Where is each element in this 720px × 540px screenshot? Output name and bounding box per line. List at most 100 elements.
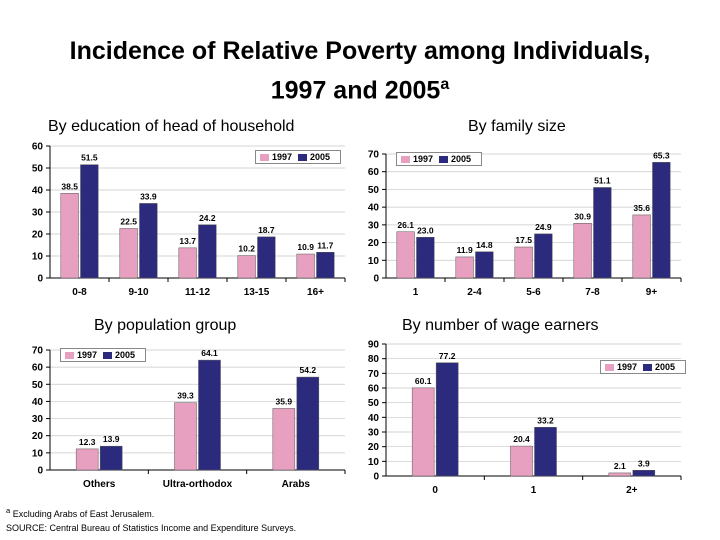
- legend-item-1997: 1997: [605, 362, 637, 372]
- bar-2005-11-12: [198, 224, 217, 279]
- data-label-2005-9-10: 33.9: [140, 191, 157, 201]
- data-label-1997-0: 60.1: [415, 376, 432, 386]
- legend-item-2005: 2005: [643, 362, 675, 372]
- bar-1997-2-4: [455, 256, 474, 279]
- legend-swatch-1997: [401, 155, 410, 163]
- y-tick-label: 20: [32, 431, 44, 442]
- footnote: a Excluding Arabs of East Jerusalem.: [6, 505, 154, 520]
- legend-label-2005: 2005: [310, 152, 331, 162]
- bar-1997-9+: [632, 214, 651, 279]
- title-years: 1997 and 2005: [270, 76, 441, 105]
- data-label-2005-16+: 11.7: [317, 240, 333, 250]
- x-tick-label: 1: [413, 287, 419, 298]
- y-tick-label: 50: [32, 164, 44, 175]
- y-tick-label: 0: [37, 274, 43, 285]
- bar-2005-Others: [99, 445, 123, 471]
- y-tick-label: 40: [32, 186, 44, 197]
- legend-label-1997: 1997: [413, 154, 434, 164]
- legend-swatch-2005: [298, 153, 308, 161]
- bar-1997-0: [411, 387, 435, 477]
- bar-2005-Ultra-orthodox: [198, 359, 221, 471]
- y-tick-label: 50: [368, 398, 380, 409]
- y-tick-label: 20: [368, 238, 380, 249]
- chart-population-group-svg: 0 10 20 30 40 50 60 70 12.3 13.9 Others 39.3 64.1 Ult…: [32, 346, 346, 490]
- bar-2005-9+: [652, 162, 671, 279]
- chart-wage-earners: 0 10 20 30 40 50 60 70 80 90 60.1 77.2 0 20.4 33.2 1 2.1…: [356, 336, 687, 506]
- y-tick-label: 10: [368, 256, 380, 267]
- bar-1997-5-6: [514, 246, 533, 279]
- y-tick-label: 60: [368, 384, 380, 395]
- legend-swatch-2005: [439, 155, 449, 163]
- y-tick-label: 30: [368, 220, 380, 231]
- chart-education: 0 10 20 30 40 50 60 38.5 51.5 0-8 22.5 33.9 9-10 13.7…: [20, 138, 350, 308]
- y-tick-label: 90: [368, 340, 380, 351]
- bar-2005-9-10: [139, 203, 158, 279]
- page-title: Incidence of Relative Poverty among Indi…: [0, 34, 720, 107]
- legend-swatch-1997: [260, 153, 269, 161]
- chart-family-size-svg: 01020304050607026.123.0111.914.82-417.52…: [368, 150, 682, 298]
- y-tick-label: 10: [32, 252, 44, 263]
- x-tick-label: 5-6: [526, 287, 541, 298]
- data-label-2005-9+: 65.3: [653, 150, 670, 160]
- legend-swatch-1997: [65, 351, 74, 359]
- data-label-1997-2-4: 11.9: [457, 245, 473, 255]
- bar-2005-Arabs: [296, 376, 320, 471]
- data-label-2005-1: 33.2: [537, 415, 554, 425]
- x-tick-label: Ultra-orthodox: [163, 479, 233, 490]
- y-tick-label: 10: [368, 457, 380, 468]
- legend-item-2005: 2005: [103, 350, 135, 360]
- data-label-2005-0-8: 51.5: [81, 153, 98, 163]
- y-tick-label: 0: [37, 466, 43, 477]
- data-label-2005-13-15: 18.7: [258, 225, 275, 235]
- bar-2005-1: [416, 237, 435, 279]
- chart-title-education: By education of head of household: [48, 118, 295, 135]
- legend-swatch-1997: [605, 363, 614, 371]
- data-label-2005-2-4: 14.8: [476, 240, 493, 250]
- bar-1997-1: [396, 231, 415, 279]
- legend-population-group: 1997 2005: [60, 348, 147, 362]
- bar-1997-Others: [75, 448, 99, 471]
- data-label-1997-13-15: 10.2: [238, 244, 255, 254]
- x-tick-label: 9+: [646, 287, 658, 298]
- x-tick-label: 2+: [626, 485, 638, 496]
- y-tick-label: 50: [368, 185, 380, 196]
- y-tick-label: 70: [368, 369, 380, 380]
- plot-area: [50, 350, 345, 470]
- data-label-2005-Ultra-orthodox: 64.1: [201, 348, 218, 358]
- data-label-1997-Others: 12.3: [79, 437, 96, 447]
- legend-label-1997: 1997: [272, 152, 293, 162]
- bar-2005-0-8: [80, 164, 99, 279]
- title-footnote-mark: a: [440, 76, 450, 93]
- data-label-1997-7-8: 30.9: [574, 211, 591, 221]
- x-tick-label: 0: [432, 485, 438, 496]
- chart-education-svg: 0 10 20 30 40 50 60 38.5 51.5 0-8 22.5 33.9 9-10 13.7…: [32, 142, 346, 298]
- legend-swatch-2005: [643, 363, 653, 371]
- data-label-2005-Arabs: 54.2: [300, 365, 317, 375]
- bar-2005-1: [534, 427, 557, 477]
- x-tick-label: 13-15: [244, 287, 270, 298]
- title-line-1: Incidence of Relative Poverty among Indi…: [69, 37, 651, 65]
- data-label-1997-9-10: 22.5: [120, 217, 137, 227]
- data-label-1997-2+: 2.1: [614, 461, 626, 471]
- data-label-1997-1: 20.4: [513, 434, 530, 444]
- chart-wage-earners-svg: 0 10 20 30 40 50 60 70 80 90 60.1 77.2 0 20.4 33.2 1 2.1…: [368, 340, 682, 496]
- y-tick-label: 30: [32, 208, 44, 219]
- legend-wage-earners: 1997 2005: [600, 360, 687, 374]
- x-tick-label: 11-12: [185, 287, 210, 298]
- y-tick-label: 40: [32, 397, 44, 408]
- y-tick-label: 50: [32, 380, 44, 391]
- data-label-1997-11-12: 13.7: [179, 236, 196, 246]
- x-tick-label: 9-10: [128, 287, 148, 298]
- y-tick-label: 60: [32, 363, 44, 374]
- legend-item-2005: 2005: [439, 154, 471, 164]
- bar-1997-Ultra-orthodox: [174, 402, 197, 471]
- chart-title-family-size: By family size: [468, 118, 566, 135]
- chart-title-population-group: By population group: [94, 317, 237, 334]
- y-tick-label: 30: [32, 414, 44, 425]
- chart-family-size: 0 10 20 30 40 50 60 70 26.1 23.0 1 11.9 14.8 2-4 17.5 2…: [356, 144, 686, 308]
- x-tick-label: Others: [83, 479, 116, 490]
- bar-1997-11-12: [178, 247, 197, 279]
- y-tick-label: 40: [368, 203, 380, 214]
- legend-education: 1997 2005: [255, 150, 342, 164]
- y-tick-label: 70: [368, 150, 380, 161]
